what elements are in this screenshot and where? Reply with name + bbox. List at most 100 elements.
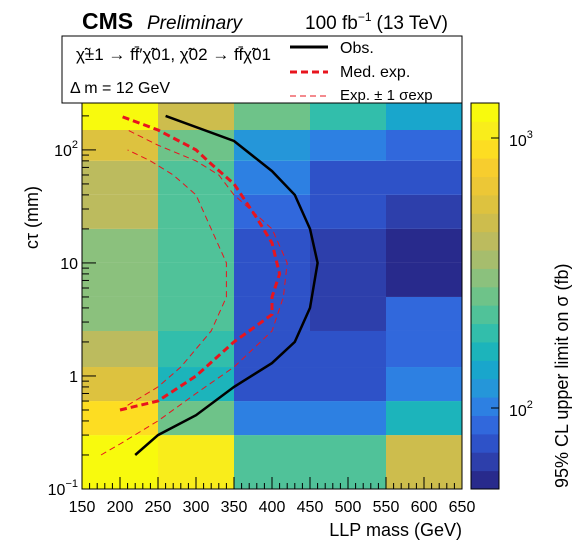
heatmap-cell: [82, 228, 158, 263]
heatmap-cell: [82, 401, 158, 436]
x-tick-label: 650: [449, 499, 476, 516]
heatmap-cell: [234, 103, 310, 131]
color-bar-segment: [471, 213, 499, 233]
heatmap-cell: [310, 401, 386, 436]
color-bar-tick-top: 103: [509, 129, 533, 150]
color-bar-segment: [471, 433, 499, 453]
legend-med-label: Med. exp.: [340, 64, 410, 81]
color-bar-segment: [471, 305, 499, 325]
heatmap-cell: [82, 330, 158, 368]
heatmap-cell: [234, 262, 310, 297]
heatmap-cell: [386, 194, 462, 229]
color-bar-segment: [471, 286, 499, 306]
heatmap-cell: [310, 103, 386, 131]
x-tick-label: 250: [145, 499, 172, 516]
heatmap-cell: [234, 401, 310, 436]
y-axis: 10−1 1 10 102: [48, 115, 96, 499]
heatmap-cell: [234, 160, 310, 195]
color-bar: [471, 103, 499, 490]
heatmap-cell: [158, 228, 234, 263]
heatmap-cell: [310, 330, 386, 368]
legend-pm1-label: Exp. ± 1 σexp: [340, 87, 433, 104]
x-tick-label: 350: [221, 499, 248, 516]
color-bar-segment: [471, 470, 499, 490]
heatmap-cell: [386, 130, 462, 161]
x-tick-label: 450: [297, 499, 324, 516]
color-bar-frame: [470, 102, 500, 490]
color-bar-segment: [471, 378, 499, 398]
color-bar-segment: [471, 139, 499, 159]
color-bar-segment: [471, 452, 499, 472]
preliminary-label: Preliminary: [147, 13, 244, 34]
svg-text:100 fb−1(13 TeV): 100 fb−1 (13 TeV): [305, 10, 448, 34]
heatmap-cell: [82, 160, 158, 195]
x-tick-label: 550: [373, 499, 400, 516]
heatmap-cell: [310, 367, 386, 402]
heatmap-cell: [310, 130, 386, 161]
x-tick-label: 500: [335, 499, 362, 516]
color-bar-segment: [471, 158, 499, 178]
color-bar-segment: [471, 323, 499, 343]
heatmap-cell: [386, 228, 462, 263]
heatmap-cell: [310, 194, 386, 229]
heatmap-cell: [82, 130, 158, 161]
color-bar-segment: [471, 341, 499, 361]
heatmap-cell: [386, 103, 462, 131]
expected-band-line: [127, 149, 227, 406]
color-bar-segment: [471, 360, 499, 380]
heatmap-cell: [82, 367, 158, 402]
legend-box: [61, 35, 463, 104]
x-axis: 150 200 250 300 350 400 450 500 550 600 650: [69, 477, 476, 516]
y-tick-label: 10−1: [48, 478, 78, 499]
x-tick-label: 600: [411, 499, 438, 516]
color-bar-label: 95% CL upper limit on σ (fb): [552, 263, 572, 488]
heatmap-cell: [82, 296, 158, 331]
legend-obs-label: Obs.: [340, 40, 374, 57]
y-axis-label: cτ (mm): [22, 186, 42, 249]
x-axis-label: LLP mass (GeV): [329, 520, 462, 540]
lumi-label: 100 fb−1 (13 TeV): [305, 10, 448, 34]
color-bar-segment: [471, 415, 499, 435]
color-bar-segment: [471, 397, 499, 416]
legend: χ̃±1 → ff̄′χ̃01, χ̃02 → ff̄χ̃01 Δ m = 12…: [61, 35, 463, 104]
legend-process-line1: χ̃±1 → ff̄′χ̃01, χ̃02 → ff̄χ̃01: [76, 45, 271, 64]
x-tick-label: 150: [69, 499, 96, 516]
color-bar-segment: [471, 194, 499, 214]
lumi-exponent: −1: [358, 10, 372, 24]
color-bar-segment: [471, 268, 499, 288]
cms-label: CMS: [82, 8, 133, 34]
expected-band-line: [100, 129, 288, 456]
heatmap-cell: [234, 194, 310, 229]
heatmap-cell: [158, 262, 234, 297]
x-tick-label: 400: [259, 499, 286, 516]
y-tick-label: 1: [69, 369, 78, 386]
heatmap-cell: [234, 130, 310, 161]
heatmap-cell: [386, 262, 462, 297]
energy-label: (13 TeV): [377, 13, 448, 34]
heatmap-cell: [386, 401, 462, 436]
x-tick-label: 200: [107, 499, 134, 516]
heatmap-cell: [310, 296, 386, 331]
heatmap-cell: [310, 228, 386, 263]
heatmap-cell: [386, 330, 462, 368]
y-tick-label: 10: [60, 256, 78, 273]
color-bar-segment: [471, 121, 499, 141]
heatmap-cell: [310, 160, 386, 195]
heatmap-cell: [310, 262, 386, 297]
observed-limit-line: [134, 114, 319, 456]
median-expected-line: [119, 114, 282, 412]
x-tick-label: 300: [183, 499, 210, 516]
heatmap-cell: [386, 160, 462, 195]
color-bar-ticks: [491, 137, 499, 409]
heatmap-cell: [158, 330, 234, 368]
heatmap-cell: [386, 296, 462, 331]
heatmap-cell: [386, 367, 462, 402]
heatmap-cell: [82, 262, 158, 297]
heatmap-cell: [158, 194, 234, 229]
color-bar-segment: [471, 231, 499, 251]
limit-curves: [100, 114, 319, 456]
color-bar-segment: [471, 103, 499, 122]
heatmap-cell: [158, 296, 234, 331]
heatmap: [82, 103, 462, 489]
